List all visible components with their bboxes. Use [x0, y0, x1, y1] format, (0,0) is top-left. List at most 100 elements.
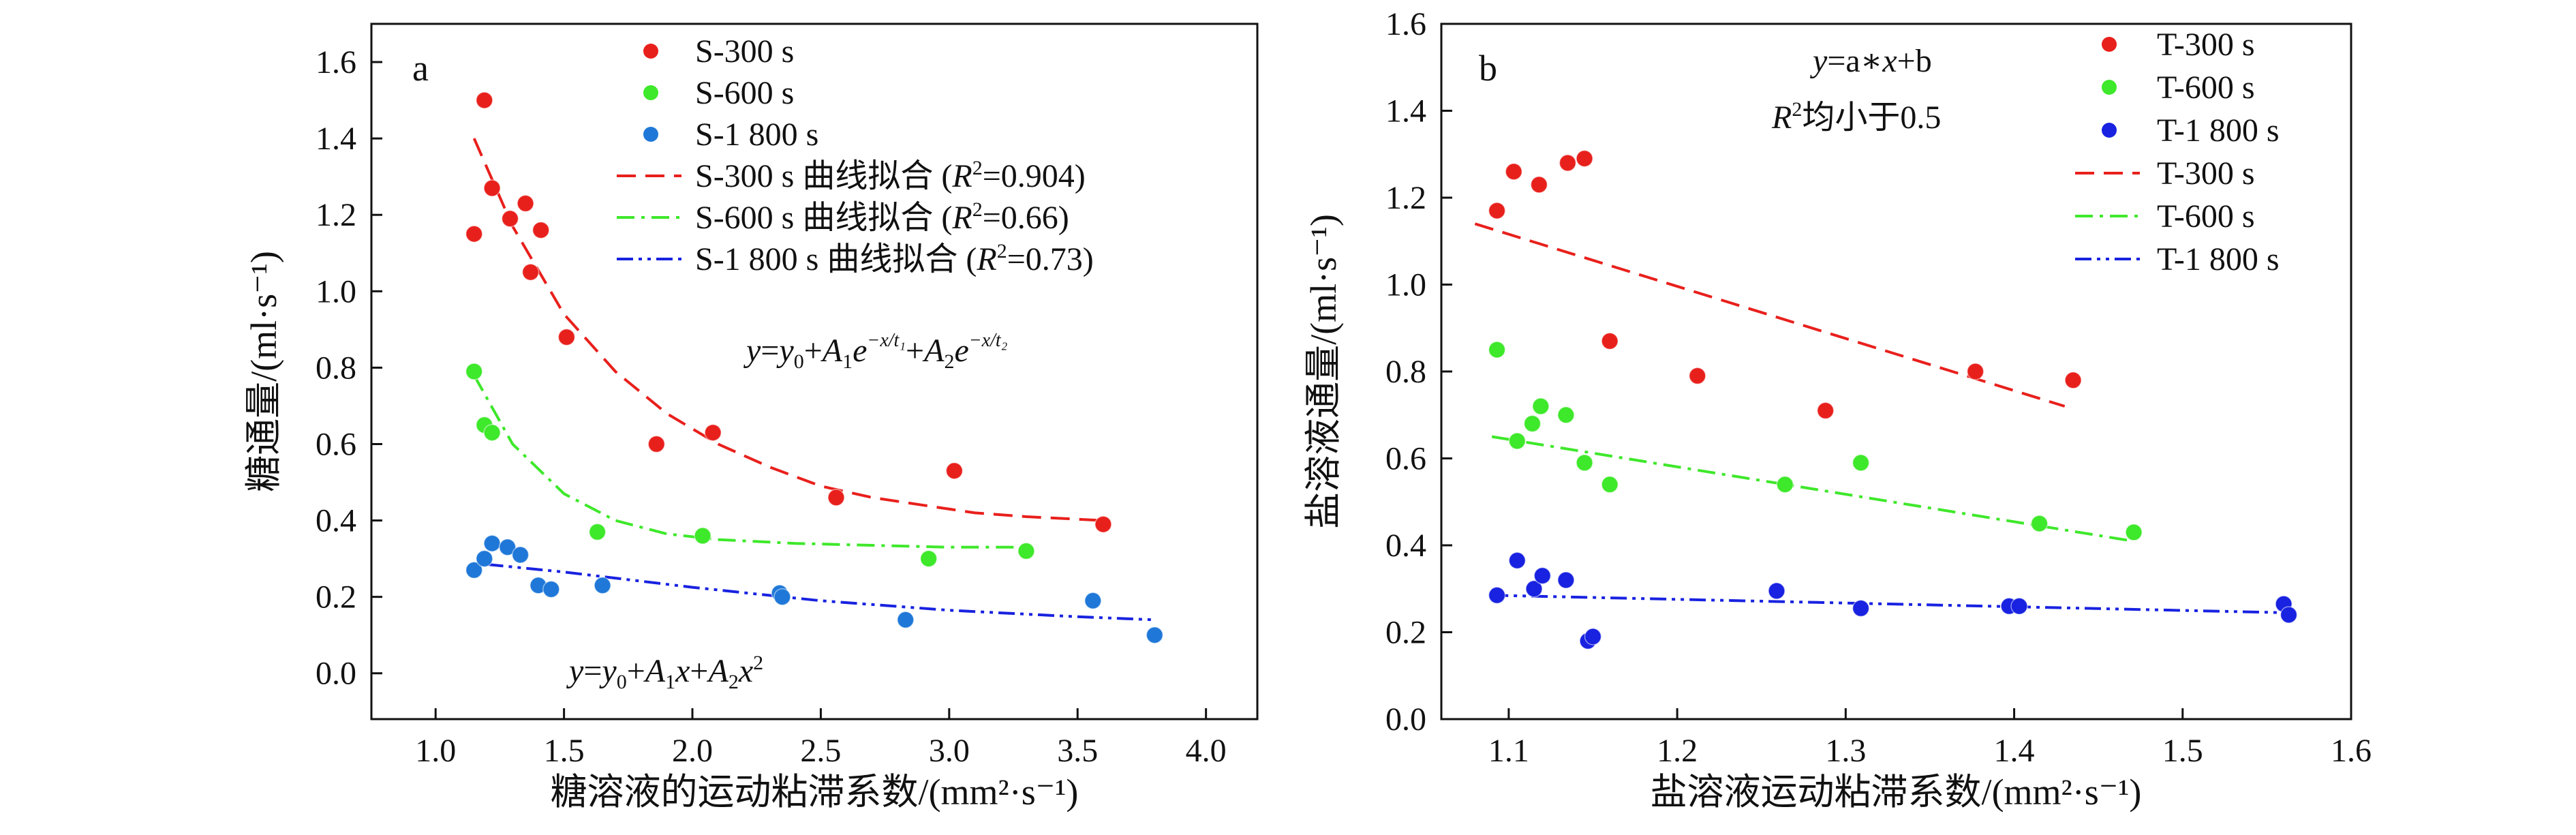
- data-point: [1488, 586, 1506, 605]
- panel-a-points: [465, 91, 1164, 644]
- fit-line: [1474, 222, 2066, 408]
- data-point: [594, 577, 611, 594]
- legend-label-s300-fit: S-300 s 曲线拟合 (R2=0.904): [695, 157, 1086, 194]
- panel-a-equation-poly: y=y0+A1x+A2x2: [566, 652, 763, 693]
- legend-label-s1800: S-1 800 s: [695, 117, 818, 153]
- y-tick-label: 1.2: [316, 197, 356, 233]
- data-point: [517, 194, 534, 213]
- data-point: [773, 588, 791, 606]
- data-point: [2030, 515, 2049, 532]
- x-tick-label: 1.5: [544, 733, 585, 769]
- data-point: [1530, 176, 1548, 194]
- data-point: [1505, 163, 1523, 181]
- legend-marker-s1800: [643, 127, 658, 142]
- panel-a-equation-exp: y=y0+A1e−x/t₁+A2e−x/t₂: [743, 330, 1008, 373]
- fit-line: [1492, 594, 2284, 614]
- data-point: [1533, 566, 1552, 585]
- y-tick-label: 1.4: [1385, 93, 1426, 130]
- data-point: [1525, 580, 1543, 598]
- data-point: [647, 435, 666, 453]
- data-point: [2064, 371, 2082, 389]
- legend-marker-t1800: [2102, 123, 2117, 138]
- data-point: [465, 363, 483, 380]
- panel-a: 1.0 1.5 2.0 2.5 3.0 3.5 4.0 0.0 0.2 0.4 0.6 0.8 1.0…: [243, 22, 1259, 813]
- panel-b-y-ticks: 0.0 0.2 0.4 0.6 0.8 1.0 1.2 1.4 1.6: [1385, 6, 1452, 738]
- data-point: [704, 423, 722, 442]
- y-tick-label: 0.6: [1385, 441, 1426, 477]
- data-point: [532, 221, 550, 239]
- panel-b-r2-note: R2均小于0.5: [1771, 98, 1941, 136]
- y-tick-label: 1.4: [316, 121, 356, 157]
- data-point: [1689, 367, 1706, 385]
- x-tick-label: 1.5: [2162, 733, 2203, 769]
- x-tick-label: 1.4: [1994, 733, 2035, 769]
- data-point: [1488, 202, 1506, 219]
- y-tick-label: 1.6: [316, 44, 356, 80]
- data-point: [542, 580, 560, 598]
- data-point: [557, 328, 576, 346]
- x-tick-label: 1.6: [2331, 733, 2372, 769]
- legend-label-t600-fit: T-600 s: [2157, 198, 2255, 234]
- data-point: [1523, 414, 1542, 433]
- x-tick-label: 1.1: [1488, 733, 1529, 769]
- data-point: [1559, 154, 1577, 172]
- y-tick-label: 1.2: [1385, 180, 1426, 216]
- data-point: [483, 423, 501, 442]
- data-point: [476, 91, 493, 109]
- panel-a-x-ticks: 1.0 1.5 2.0 2.5 3.0 3.5 4.0: [415, 708, 1227, 769]
- panel-a-letter: a: [412, 48, 429, 89]
- y-tick-label: 0.6: [316, 426, 356, 462]
- data-point: [483, 534, 501, 552]
- x-tick-label: 3.0: [929, 733, 970, 769]
- panel-a-y-axis-title: 糖通量/(ml·s⁻¹): [243, 251, 284, 492]
- y-tick-label: 0.4: [316, 503, 356, 539]
- data-point: [2280, 606, 2298, 624]
- data-point: [588, 523, 607, 541]
- legend-marker-s600: [643, 85, 658, 100]
- data-point: [498, 538, 517, 556]
- data-point: [1776, 476, 1794, 494]
- data-point: [465, 225, 483, 243]
- y-tick-label: 0.2: [316, 579, 356, 616]
- panel-a-x-axis-title: 糖溶液的运动粘滞系数/(mm²·s⁻¹): [551, 772, 1079, 813]
- panel-a-y-ticks: 0.0 0.2 0.4 0.6 0.8 1.0 1.2 1.4 1.6: [316, 44, 382, 692]
- y-tick-label: 0.8: [316, 350, 356, 386]
- data-point: [1488, 341, 1506, 359]
- y-tick-label: 0.0: [316, 656, 356, 692]
- panel-b-fit-lines: [1474, 222, 2284, 614]
- data-point: [1508, 551, 1527, 570]
- data-point: [1576, 454, 1593, 472]
- data-point: [827, 489, 845, 506]
- panel-a-legend: S-300 s S-600 s S-1 800 s S-300 s 曲线拟合 (…: [617, 33, 1094, 277]
- data-point: [694, 527, 711, 545]
- legend-label-s1800-fit: S-1 800 s 曲线拟合 (R2=0.73): [695, 240, 1094, 277]
- data-point: [945, 461, 964, 480]
- legend-label-t600: T-600 s: [2157, 70, 2255, 106]
- y-tick-label: 0.0: [1385, 701, 1426, 738]
- y-tick-label: 0.8: [1385, 354, 1426, 390]
- data-point: [1146, 626, 1164, 644]
- data-point: [476, 549, 493, 568]
- data-point: [1094, 515, 1112, 533]
- legend-label-s600-fit: S-600 s 曲线拟合 (R2=0.66): [695, 198, 1069, 236]
- data-point: [511, 546, 530, 564]
- data-point: [483, 179, 501, 197]
- panel-a-fit-lines: [472, 138, 1155, 622]
- data-point: [1966, 363, 1984, 380]
- data-point: [1584, 628, 1602, 646]
- data-point: [1852, 454, 1870, 472]
- data-point: [1084, 592, 1102, 610]
- data-point: [1508, 432, 1527, 450]
- panel-b-x-ticks: 1.1 1.2 1.3 1.4 1.5 1.6: [1488, 708, 2372, 769]
- data-point: [919, 549, 938, 568]
- data-point: [521, 263, 540, 282]
- legend-label-t300: T-300 s: [2157, 27, 2255, 63]
- data-point: [1852, 599, 1870, 618]
- data-point: [1601, 476, 1619, 494]
- panel-b-x-axis-title: 盐溶液运动粘滞系数/(mm²·s⁻¹): [1651, 772, 2142, 813]
- fit-line: [472, 138, 1103, 522]
- data-point: [1816, 401, 1835, 420]
- panel-b-legend: T-300 s T-600 s T-1 800 s T-300 s T-600 …: [2075, 27, 2280, 277]
- x-tick-label: 2.0: [672, 733, 713, 769]
